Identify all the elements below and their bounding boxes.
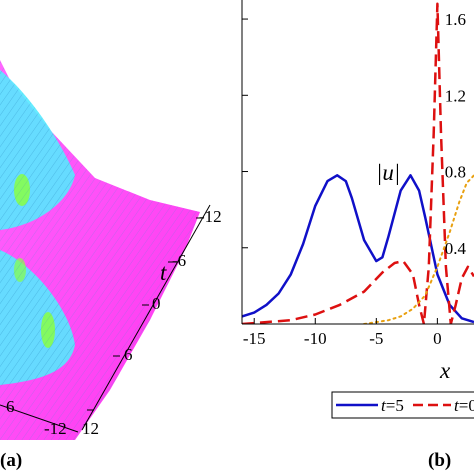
- series-line-t5: [242, 174, 474, 324]
- y-tick-label: 0.8: [445, 163, 466, 182]
- x-axis-line: [0, 404, 79, 433]
- x-tick-label: -5: [369, 329, 383, 348]
- x-tick-label: -15: [243, 329, 266, 348]
- t-tick-label: 0: [152, 294, 161, 313]
- panel-b-line-chart: -15 -10 -5 0 0.4 0.8 1.2 1.6 |u| x t=5 t=0 (b): [241, 0, 474, 471]
- legend: t=5 t=0: [331, 391, 474, 419]
- t-tick-label: -12: [199, 207, 222, 226]
- x-tick-label: 0: [433, 329, 442, 348]
- surface-mesh: [0, 60, 200, 440]
- y-tick-label: 1.6: [445, 10, 466, 29]
- legend-label-t0: t=0: [454, 396, 474, 415]
- t-axis-line: [81, 204, 211, 431]
- panel-label-a: (a): [0, 450, 22, 471]
- panel-a-surface-plot: -12 -6 0 6 12 t 6 -12 (a): [0, 60, 222, 471]
- t-tick-label: 6: [124, 345, 133, 364]
- panel-label-b: (b): [428, 450, 451, 471]
- t-axis-label: t: [160, 260, 167, 285]
- y-tick-label: 0.4: [445, 239, 467, 258]
- t-axis-ticks: [87, 217, 203, 411]
- series-line-t0: [242, 2, 474, 324]
- t-tick-label: 12: [82, 419, 99, 438]
- t-tick-label: -6: [172, 251, 186, 270]
- panel-b-ticks: -15 -10 -5 0 0.4 0.8 1.2 1.6: [242, 10, 467, 348]
- y-tick-label: 1.2: [445, 86, 466, 105]
- x-tick-label: -12: [44, 419, 67, 438]
- x-tick-label: -10: [304, 329, 327, 348]
- x-axis-label: x: [439, 358, 451, 383]
- legend-label-t5: t=5: [381, 396, 404, 415]
- y-axis-label: |u|: [376, 160, 400, 185]
- series-line-dotted: [363, 174, 474, 324]
- series-layer: [242, 2, 474, 324]
- x-tick-label: 6: [6, 397, 15, 416]
